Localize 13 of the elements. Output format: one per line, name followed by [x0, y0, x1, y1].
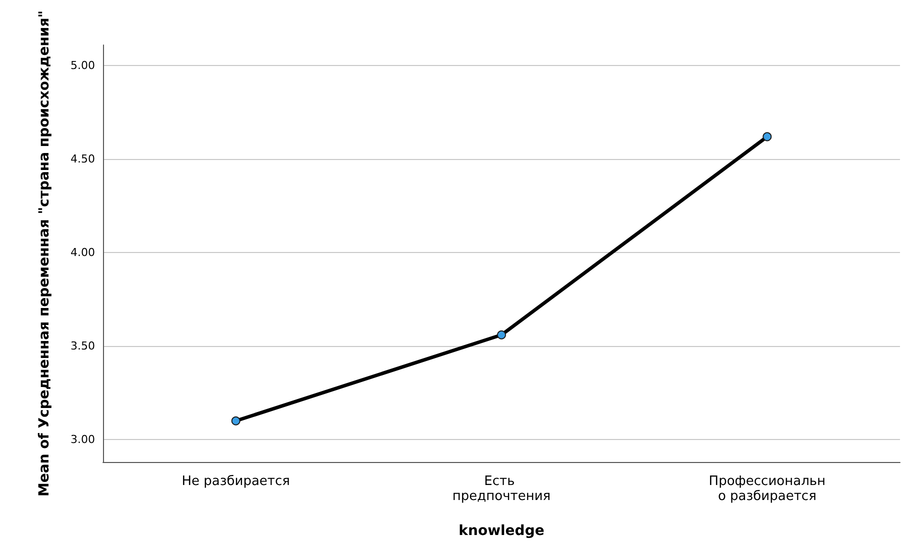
- point: [231, 416, 240, 426]
- x-tick-label: Профессионально разбирается: [708, 474, 826, 504]
- point: [762, 132, 772, 142]
- y-tick-label: 3.00: [70, 433, 95, 446]
- y-tick-label: 3.50: [70, 340, 95, 353]
- x-tick-label: Есть предпочтения: [452, 474, 551, 504]
- x-axis-title: knowledge: [458, 523, 544, 539]
- y-tick-label: 4.50: [70, 152, 95, 166]
- y-tick-label: 4.00: [70, 246, 95, 260]
- y-axis-title: Mean of Усредненная переменная "страна происхождения": [36, 10, 52, 497]
- x-tick-label: Не разбирается: [182, 474, 290, 489]
- y-tick-label: 5.00: [70, 59, 95, 72]
- point: [497, 330, 506, 340]
